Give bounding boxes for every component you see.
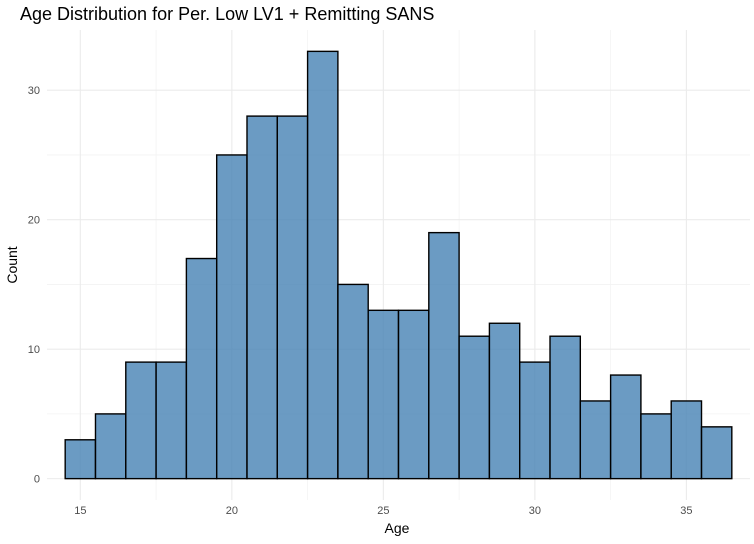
- y-tick-label: 30: [28, 85, 40, 97]
- histogram-bar: [306, 50, 339, 480]
- histogram-bar: [700, 426, 733, 480]
- histogram-bar: [94, 413, 127, 480]
- histogram-bar: [185, 257, 218, 480]
- histogram-bar: [579, 400, 612, 480]
- histogram-bar: [215, 154, 248, 480]
- histogram-bar: [64, 439, 97, 480]
- histogram-bar: [155, 361, 188, 480]
- histogram-bar: [397, 309, 430, 480]
- histogram-bar: [640, 413, 672, 480]
- histogram-bar: [276, 115, 309, 480]
- x-tick-label: 25: [377, 505, 389, 517]
- chart-title: Age Distribution for Per. Low LV1 + Remi…: [20, 4, 434, 24]
- histogram-bar: [488, 322, 521, 480]
- histogram-bar: [367, 309, 400, 480]
- histogram-bar: [609, 374, 642, 480]
- y-tick-label: 10: [28, 344, 40, 356]
- y-tick-label: 0: [34, 474, 40, 486]
- histogram-bar: [519, 361, 551, 480]
- x-tick-label: 30: [529, 505, 541, 517]
- y-axis-label: Count: [4, 246, 20, 283]
- y-axis-ticks: 0 10 20 30: [28, 85, 40, 485]
- histogram-bar: [246, 115, 278, 480]
- x-axis-ticks: 15 20 25 30 35: [74, 505, 692, 517]
- x-tick-label: 20: [226, 505, 238, 517]
- histogram-bar: [670, 400, 703, 480]
- histogram-bar: [337, 283, 369, 480]
- histogram-bar: [428, 231, 460, 480]
- x-tick-label: 35: [680, 505, 692, 517]
- histogram-bar: [458, 335, 491, 480]
- histogram-bar: [549, 335, 582, 480]
- y-tick-label: 20: [28, 215, 40, 227]
- x-tick-label: 15: [74, 505, 86, 517]
- bars-group: [64, 50, 733, 480]
- x-axis-label: Age: [385, 520, 410, 536]
- histogram-bar: [125, 361, 157, 480]
